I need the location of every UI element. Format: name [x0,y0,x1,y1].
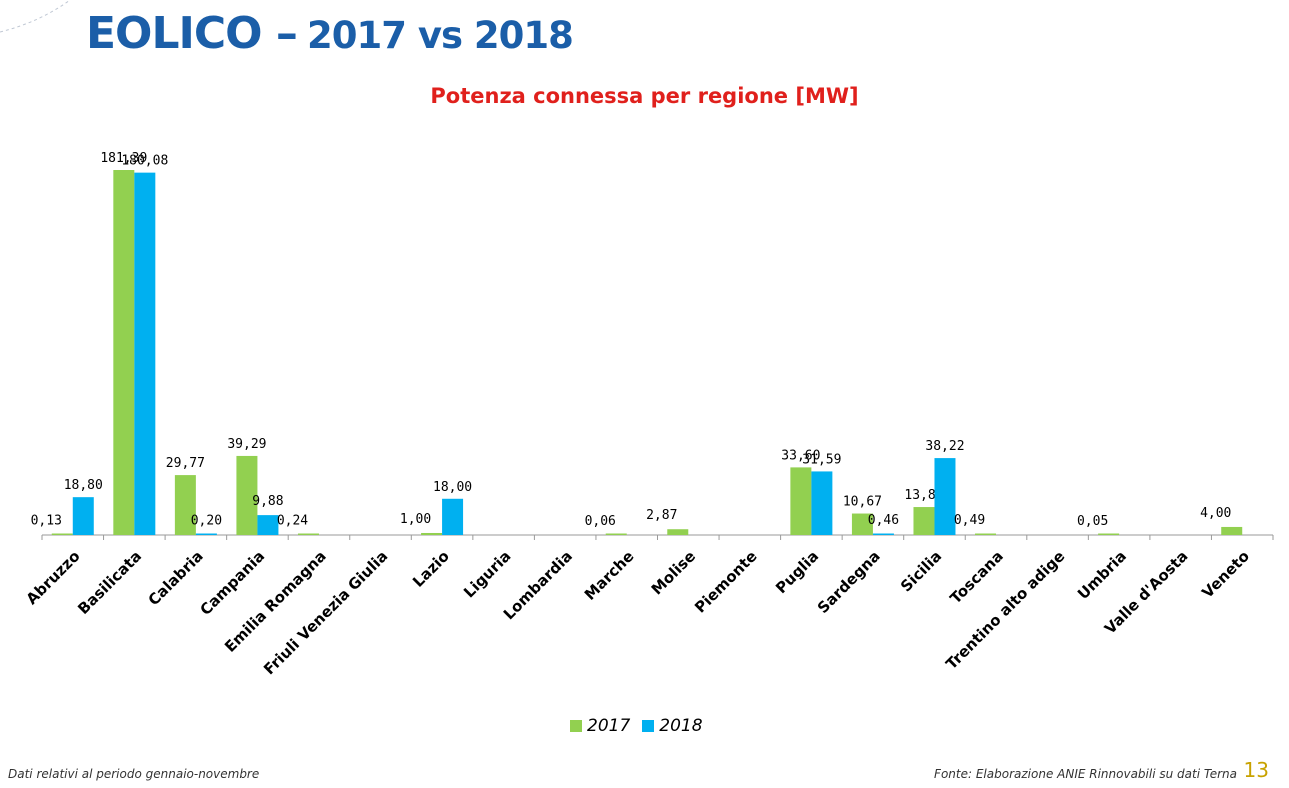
data-label-2017-9: 0,06 [585,514,616,529]
bar-2017-17 [1098,533,1120,535]
category-label-11: Piemonte [691,547,760,616]
legend-swatch-2017 [570,720,582,732]
data-label-2018-13: 0,46 [868,513,899,528]
decorative-arc [0,0,71,33]
category-label-2: Calabria [145,547,207,609]
data-label-2017-14: 13,89 [904,488,943,503]
legend-item-2017: 2017 [570,716,630,736]
bar-2017-9 [605,533,627,535]
data-label-2018-2: 0,20 [191,514,222,529]
data-label-2017-12: 33,60 [781,448,820,463]
data-label-2017-2: 29,77 [166,456,205,471]
category-label-12: Puglia [772,547,822,597]
data-label-2017-15: 0,49 [954,513,985,528]
data-label-2018-1: 180,08 [121,154,168,169]
category-label-6: Lazio [409,547,453,591]
legend-swatch-2018 [642,720,655,732]
data-label-2018-3: 9,88 [252,494,283,509]
category-label-4: Emilia Romagna [221,547,330,656]
bar-2018-3 [257,515,279,535]
slide-title-main: EOLICO – [86,8,298,59]
footer-source: Fonte: Elaborazione ANIE Rinnovabili su … [934,767,1237,781]
bar-2018-1 [134,172,156,535]
data-label-2017-13: 10,67 [843,495,882,510]
bar-2018-2 [195,533,217,535]
bar-2017-2 [174,475,196,535]
data-label-2017-6: 1,00 [400,512,431,527]
bar-2017-15 [975,533,997,535]
data-label-2017-0: 0,13 [31,514,62,529]
bar-2018-0 [72,497,94,535]
slide-title: EOLICO – 2017 vs 2018 [86,8,574,59]
data-label-2017-19: 4,00 [1200,506,1231,521]
data-label-2017-10: 2,87 [646,508,677,523]
legend-item-2018: 2018 [642,716,703,736]
category-label-9: Marche [581,547,638,604]
bar-2017-1 [113,170,135,535]
legend-label-2018: 2018 [659,716,703,736]
bar-2017-13 [851,513,873,535]
bar-2018-14 [934,458,956,535]
category-label-13: Sardegna [814,547,884,617]
category-label-14: Sicilia [897,547,945,595]
bar-2017-4 [297,533,319,535]
legend-label-2017: 2017 [587,716,631,736]
data-label-2018-6: 18,00 [433,480,472,495]
bar-2017-12 [790,467,812,535]
category-label-16: Trentino alto adige [942,547,1068,673]
data-label-2017-17: 0,05 [1077,514,1108,529]
bar-2018-13 [872,533,894,535]
footer-note: Dati relativi al periodo gennaio-novembr… [8,767,260,781]
data-label-2018-12: 31,59 [802,452,841,467]
category-label-17: Umbria [1074,547,1130,603]
bar-2018-6 [442,498,464,535]
chart-title: Potenza connessa per regione [MW] [430,84,859,108]
category-label-1: Basilicata [74,547,145,618]
bar-2017-0 [51,533,73,535]
category-label-10: Molise [648,547,699,598]
data-label-2017-1: 181,39 [100,151,147,166]
bar-2017-10 [667,529,689,535]
category-label-19: Veneto [1198,547,1253,602]
bar-2018-12 [811,471,833,535]
bar-2017-3 [236,455,258,535]
data-label-2017-4: 0,24 [277,514,308,529]
category-label-7: Liguria [460,547,514,601]
data-label-2017-3: 39,29 [227,437,266,452]
category-label-0: Abruzzo [23,547,84,608]
bar-2017-6 [421,532,443,535]
page-number: 13 [1243,758,1269,782]
category-label-15: Toscana [947,547,1007,607]
bar-2017-19 [1221,526,1243,535]
slide-title-sub: 2017 vs 2018 [307,14,574,57]
chart-legend: 2017 2018 [570,716,709,736]
bar-2017-14 [913,507,935,535]
data-label-2018-14: 38,22 [925,439,964,454]
category-label-5: Friuli Venezia Giulia [260,547,391,678]
data-label-2018-0: 18,80 [64,478,103,493]
